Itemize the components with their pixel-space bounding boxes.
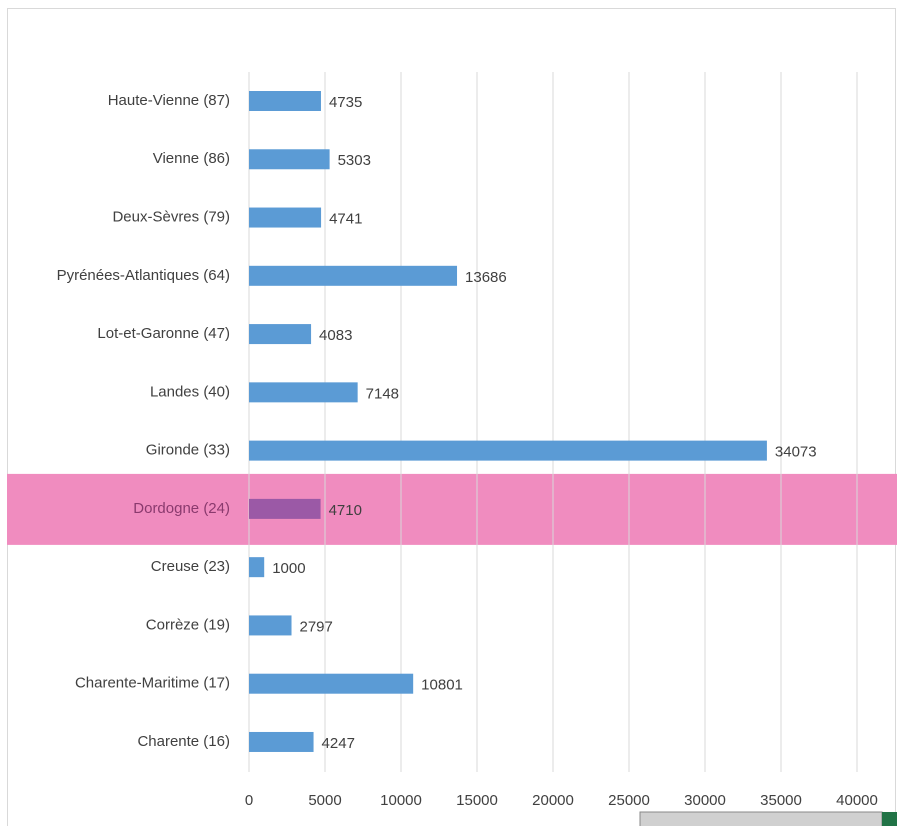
x-tick-label: 5000 <box>308 792 341 809</box>
x-tick-label: 25000 <box>608 792 650 809</box>
y-tick-label: Deux-Sèvres (79) <box>112 209 230 226</box>
value-label: 10801 <box>421 677 463 694</box>
value-label: 13686 <box>465 269 507 286</box>
bar <box>249 673 414 694</box>
x-tick-label: 10000 <box>380 792 422 809</box>
x-tick-label: 35000 <box>760 792 802 809</box>
value-label: 1000 <box>272 560 305 577</box>
value-label: 4735 <box>329 94 362 111</box>
bar <box>249 207 322 228</box>
value-label: 34073 <box>775 444 817 461</box>
scroll-box <box>639 811 883 826</box>
bar <box>249 731 314 752</box>
y-tick-label: Gironde (33) <box>146 442 230 459</box>
x-tick-label: 20000 <box>532 792 574 809</box>
value-label: 5303 <box>338 152 371 169</box>
bar <box>249 149 330 170</box>
bar <box>249 382 358 403</box>
x-tick-label: 30000 <box>684 792 726 809</box>
x-tick-label: 15000 <box>456 792 498 809</box>
y-tick-label: Pyrénées-Atlantiques (64) <box>57 267 230 284</box>
value-label: 4247 <box>322 735 355 752</box>
bar <box>249 440 767 461</box>
x-tick-label: 40000 <box>836 792 878 809</box>
highlight-band <box>7 473 897 545</box>
bar <box>249 498 321 519</box>
value-label: 7148 <box>366 385 399 402</box>
chart-frame <box>7 8 896 826</box>
y-tick-label: Landes (40) <box>150 383 230 400</box>
bar <box>249 557 265 578</box>
bar <box>249 265 458 286</box>
scroll-corner <box>882 812 897 826</box>
y-tick-label: Charente (16) <box>137 733 230 750</box>
value-label: 4741 <box>329 211 362 228</box>
y-tick-label: Dordogne (24) <box>133 500 230 517</box>
y-tick-label: Charente-Maritime (17) <box>75 675 230 692</box>
bar <box>249 615 292 636</box>
x-tick-label: 0 <box>245 792 253 809</box>
y-tick-label: Creuse (23) <box>151 558 230 575</box>
value-label: 2797 <box>300 618 333 635</box>
y-tick-label: Corrèze (19) <box>146 616 230 633</box>
bar <box>249 91 321 111</box>
value-label: 4083 <box>319 327 352 344</box>
y-tick-label: Lot-et-Garonne (47) <box>97 325 230 342</box>
value-label: 4710 <box>329 502 362 519</box>
bar <box>249 324 312 345</box>
y-tick-label: Haute-Vienne (87) <box>108 92 230 109</box>
y-tick-label: Vienne (86) <box>153 150 230 167</box>
